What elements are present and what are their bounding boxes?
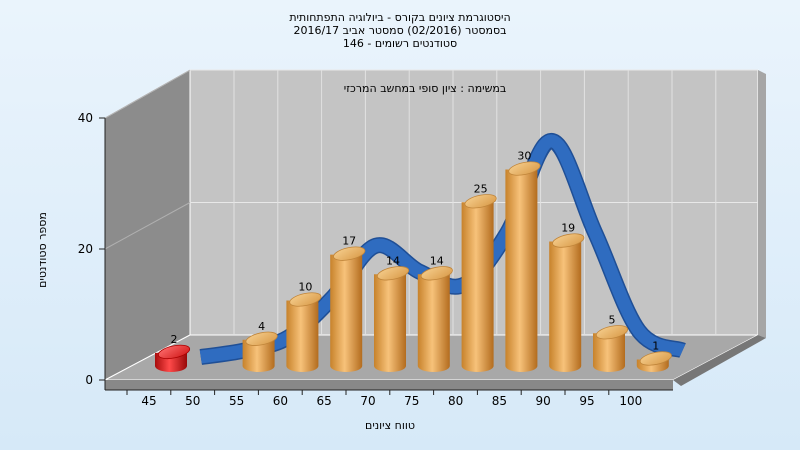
bar-data-label: 14 bbox=[386, 254, 400, 267]
bar: 30 bbox=[505, 150, 541, 372]
bar-cap bbox=[464, 194, 497, 209]
x-tick-label: 90 bbox=[536, 394, 551, 408]
bar-body bbox=[286, 300, 319, 372]
floor-edge bbox=[105, 380, 673, 390]
floor-right-edge bbox=[673, 335, 766, 386]
bar-body bbox=[417, 274, 450, 372]
x-tick-label: 45 bbox=[141, 394, 156, 408]
chart-title-line-3: סטודנטים רשומים - 146 bbox=[343, 37, 457, 50]
bar-body bbox=[461, 202, 494, 372]
y-axis: 0 20 40 bbox=[78, 111, 105, 387]
x-tick-label: 70 bbox=[360, 394, 375, 408]
gridline-side bbox=[104, 202, 191, 250]
bar-data-label: 17 bbox=[342, 235, 356, 248]
bar-data-label: 5 bbox=[609, 313, 616, 326]
bar-cap bbox=[595, 325, 629, 340]
bar-data-label: 14 bbox=[430, 254, 444, 267]
gridlines bbox=[104, 69, 758, 335]
gridline-side bbox=[104, 69, 191, 119]
x-tick-label: 65 bbox=[317, 394, 332, 408]
y-tick-label: 0 bbox=[85, 373, 93, 387]
bars: 2 4 10 17 14 14 25 30 19 5 1 bbox=[155, 150, 672, 372]
bar: 19 bbox=[549, 222, 585, 372]
x-tick-label: 50 bbox=[185, 394, 200, 408]
bar-data-label: 19 bbox=[561, 222, 575, 235]
bar: 14 bbox=[417, 254, 453, 372]
bar: 25 bbox=[461, 182, 497, 372]
bar-cap bbox=[639, 351, 672, 366]
bar-cap bbox=[157, 344, 191, 360]
x-tick-label: 85 bbox=[492, 394, 507, 408]
bar-cap bbox=[333, 246, 366, 261]
x-axis: 45 50 55 60 65 70 75 80 85 90 95 100 bbox=[126, 390, 642, 408]
bar-data-label: 25 bbox=[474, 182, 488, 195]
bar-body bbox=[505, 169, 538, 372]
bar: 5 bbox=[593, 313, 629, 372]
y-tick-label: 20 bbox=[78, 242, 93, 256]
x-tick-label: 80 bbox=[448, 394, 463, 408]
bar: 14 bbox=[374, 254, 410, 372]
bar-body bbox=[374, 274, 406, 372]
bar: 17 bbox=[330, 235, 366, 372]
y-tick-label: 40 bbox=[78, 111, 93, 125]
bar-data-label: 10 bbox=[298, 281, 312, 294]
bar-cap bbox=[376, 266, 410, 281]
bar-body bbox=[593, 333, 625, 372]
x-tick-label: 55 bbox=[229, 394, 244, 408]
bar: 4 bbox=[242, 320, 278, 372]
bar-cap bbox=[245, 331, 278, 346]
bar-data-label: 1 bbox=[652, 339, 659, 352]
bar: 10 bbox=[286, 281, 322, 372]
chart-title-line-1: היסטוגרמת ציונים בקורס - ביולוגיה התפתחו… bbox=[289, 11, 510, 24]
bar-data-label: 2 bbox=[171, 333, 178, 346]
bar-body bbox=[549, 241, 582, 372]
x-tick-label: 60 bbox=[273, 394, 288, 408]
bar-data-label: 30 bbox=[517, 150, 531, 163]
bar-cap bbox=[420, 266, 453, 281]
x-tick-label: 100 bbox=[619, 394, 642, 408]
x-tick-label: 95 bbox=[579, 394, 594, 408]
bar-cap bbox=[508, 161, 541, 176]
bar-data-label: 4 bbox=[258, 320, 265, 333]
right-wall-edge bbox=[758, 70, 766, 338]
bar-cap bbox=[289, 292, 322, 307]
bar: 2 bbox=[155, 333, 191, 372]
bar: 1 bbox=[636, 339, 672, 372]
x-tick-label: 75 bbox=[404, 394, 419, 408]
y-axis-label: מספר סטודנטים bbox=[36, 212, 49, 288]
x-axis-label: טווח ציונים bbox=[365, 419, 415, 432]
bar-body bbox=[330, 254, 363, 372]
bar-cap bbox=[552, 233, 585, 248]
chart-title-line-2: בסמסטר (02/2016) סמסטר אביב 2016/17 bbox=[293, 24, 506, 37]
bar-body bbox=[242, 339, 275, 372]
chart-subtitle: במשימה : ציון סופי במחשב המרכזי bbox=[344, 82, 507, 95]
